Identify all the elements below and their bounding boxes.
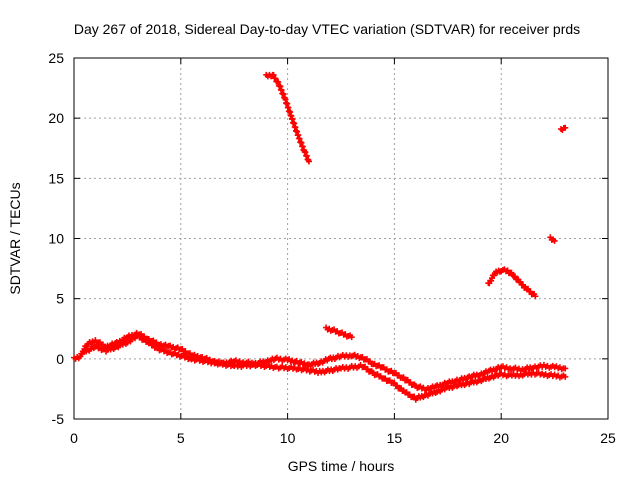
data-point [305, 158, 312, 165]
y-tick-label: 10 [48, 231, 64, 247]
data-point [562, 365, 569, 372]
x-tick-label: 0 [70, 430, 78, 446]
data-point [154, 344, 161, 351]
y-axis-label: SDTVAR / TECUs [7, 182, 23, 294]
data-points [71, 71, 569, 403]
chart-title: Day 267 of 2018, Sidereal Day-to-day VTE… [74, 21, 580, 37]
data-point [348, 334, 355, 341]
data-point [272, 75, 279, 82]
y-tick-label: 0 [56, 351, 64, 367]
y-tick-label: 20 [48, 110, 64, 126]
y-tick-label: -5 [52, 411, 65, 427]
data-point [186, 350, 193, 357]
data-point [519, 281, 526, 288]
x-tick-label: 10 [280, 430, 296, 446]
x-tick-label: 5 [177, 430, 185, 446]
x-tick-label: 25 [600, 430, 616, 446]
data-point [532, 293, 539, 300]
data-point [270, 72, 277, 79]
data-point [562, 124, 569, 131]
y-tick-label: 25 [48, 50, 64, 66]
data-point [562, 373, 569, 380]
axis-ticks: 0 5 10 15 20 25 -5 0 5 10 15 20 25 [48, 50, 616, 446]
x-tick-label: 20 [493, 430, 509, 446]
data-point [400, 374, 407, 381]
x-axis-label: GPS time / hours [288, 458, 395, 474]
data-point [512, 273, 519, 280]
data-point [275, 78, 282, 85]
data-point [551, 237, 558, 244]
y-tick-label: 5 [56, 291, 64, 307]
x-tick-label: 15 [387, 430, 403, 446]
y-tick-label: 15 [48, 170, 64, 186]
data-point [517, 278, 524, 285]
